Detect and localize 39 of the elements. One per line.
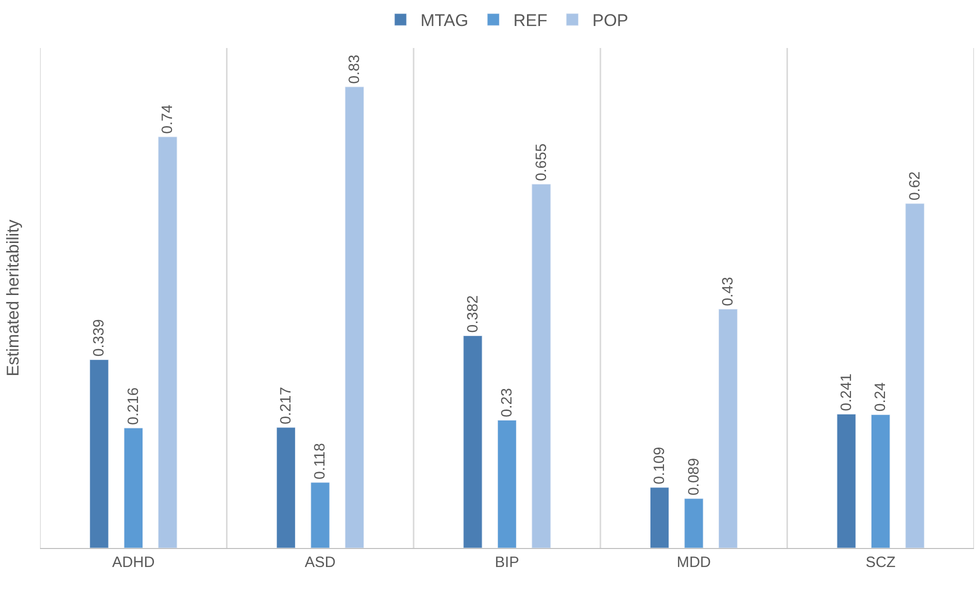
y-axis-title: Estimated heritability <box>4 219 23 376</box>
bar <box>497 420 517 548</box>
legend-label: REF <box>513 11 548 30</box>
data-label: 0.24 <box>872 382 890 412</box>
x-tick-label: ASD <box>304 554 336 571</box>
data-label: 0.089 <box>685 458 702 496</box>
legend-label: MTAG <box>420 11 468 30</box>
legend-label: POP <box>592 11 628 30</box>
bar <box>463 336 482 548</box>
bar <box>836 414 856 548</box>
data-label: 0.382 <box>464 295 482 333</box>
data-label: 0.43 <box>720 276 737 306</box>
x-tick-label: MDD <box>676 554 712 571</box>
data-label: 0.83 <box>346 54 363 84</box>
bar <box>684 498 704 548</box>
bar <box>310 482 330 548</box>
bar <box>344 86 364 548</box>
x-tick-label: BIP <box>494 554 520 571</box>
data-label: 0.217 <box>277 386 294 424</box>
bar <box>905 203 924 548</box>
bar <box>532 184 551 548</box>
bar <box>158 136 178 548</box>
x-tick-label: SCZ <box>866 554 896 571</box>
bar <box>650 487 670 548</box>
data-label: 0.655 <box>532 144 550 182</box>
x-tick-label: ADHD <box>112 554 155 571</box>
data-label: 0.23 <box>498 388 516 418</box>
data-label: 0.216 <box>124 387 142 425</box>
bar <box>124 428 143 548</box>
bar <box>718 308 738 548</box>
data-label: 0.339 <box>90 319 108 357</box>
bar <box>871 414 890 548</box>
data-label: 0.62 <box>906 171 924 201</box>
data-label: 0.109 <box>651 446 668 484</box>
bar <box>90 359 109 548</box>
bar <box>276 427 296 548</box>
data-label: 0.241 <box>838 374 855 412</box>
data-label: 0.74 <box>159 104 176 134</box>
data-label: 0.118 <box>312 443 329 480</box>
